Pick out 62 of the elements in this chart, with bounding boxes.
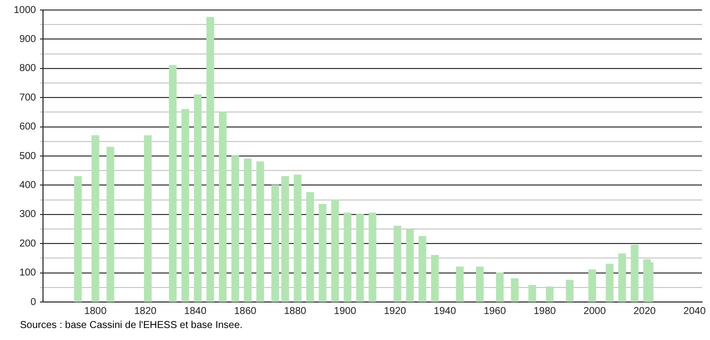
y-tick-label: 800 (19, 63, 36, 74)
bar (231, 156, 240, 302)
bar (244, 158, 252, 302)
bar (431, 254, 439, 302)
bar (476, 266, 484, 302)
x-tick-label: 1840 (184, 306, 207, 317)
bar (630, 244, 638, 302)
x-tick-label: 1880 (284, 306, 307, 317)
x-tick-label: 1820 (134, 306, 157, 317)
bar (168, 65, 177, 302)
x-tick-label: 1900 (334, 306, 357, 317)
source-note: Sources : base Cassini de l'EHESS et base Insee. (20, 320, 243, 331)
y-tick-label: 200 (19, 238, 36, 250)
bar (496, 272, 504, 302)
bar (528, 285, 536, 302)
x-tick-label: 1960 (484, 306, 506, 317)
bar (406, 230, 414, 302)
bar (618, 253, 626, 302)
y-tick-label: 600 (19, 122, 36, 133)
y-tick-label: 100 (19, 268, 36, 279)
bar (646, 262, 654, 302)
bar (394, 226, 402, 302)
bar (546, 286, 554, 302)
bar (306, 192, 314, 302)
bar (92, 135, 100, 302)
bar (510, 278, 519, 302)
bar (318, 204, 326, 302)
y-tick-label: 500 (19, 150, 36, 162)
y-tick-label: 1000 (14, 4, 36, 16)
bar (356, 214, 364, 302)
x-tick-label: 2000 (584, 306, 606, 317)
y-tick-label: 900 (19, 34, 36, 45)
bar (368, 212, 376, 302)
x-tick-label: 2040 (683, 306, 706, 317)
x-tick-label: 1860 (234, 306, 257, 317)
bar (456, 266, 464, 302)
bar (331, 199, 339, 302)
x-tick-label: 1800 (84, 306, 107, 317)
y-tick-label: 400 (19, 180, 36, 191)
bar (566, 280, 574, 302)
bar (256, 162, 264, 302)
bar (294, 174, 302, 302)
x-tick-label: 2020 (633, 306, 656, 317)
bar (588, 270, 596, 302)
bar (74, 176, 82, 302)
bar (344, 212, 352, 302)
y-tick-label: 700 (19, 92, 36, 104)
bar (144, 135, 152, 302)
y-tick-label: 300 (19, 209, 36, 220)
bar (281, 176, 289, 302)
bar (181, 108, 190, 302)
bar (206, 16, 214, 302)
x-tick-label: 1940 (434, 306, 456, 317)
bar (271, 184, 279, 302)
bar (218, 112, 227, 302)
bar (418, 236, 426, 302)
y-tick-label: 0 (30, 296, 36, 308)
x-tick-label: 1980 (534, 306, 556, 317)
bar (606, 264, 614, 302)
x-tick-label: 1920 (384, 306, 407, 317)
bar (194, 94, 202, 302)
bar (106, 146, 114, 302)
